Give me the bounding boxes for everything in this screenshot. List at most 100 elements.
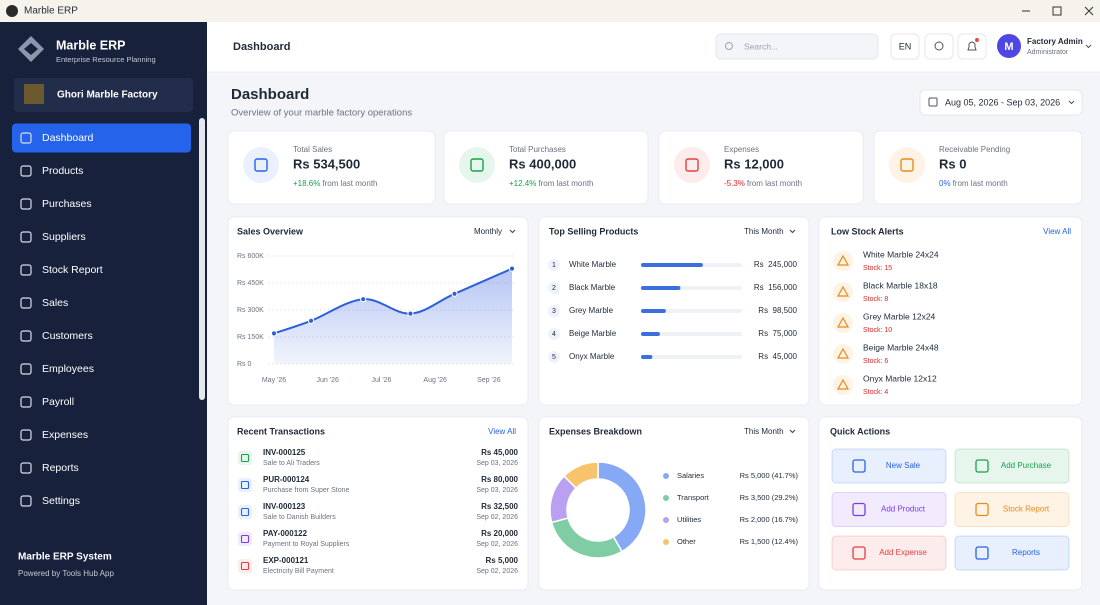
value-label: Rs 2,000 (16.7%): [740, 515, 799, 524]
quick-action-button[interactable]: [831, 535, 947, 571]
language-button[interactable]: [890, 33, 920, 60]
stat-card: [443, 130, 649, 205]
transaction-description: Sale to Ali Traders: [263, 460, 320, 467]
legend-label: Transport: [677, 493, 710, 502]
bell-icon: [967, 41, 977, 51]
transaction-id: PUR-000124: [263, 475, 310, 484]
date-range-picker[interactable]: [919, 89, 1083, 116]
quick-action-icon: [975, 546, 989, 560]
theme-button[interactable]: [924, 33, 954, 60]
quick-action-button[interactable]: [954, 492, 1070, 527]
maximize-button[interactable]: [1052, 6, 1062, 16]
value-label: Rs 5,000 (41.7%): [740, 471, 799, 480]
nav-item[interactable]: Purchases: [42, 198, 92, 210]
stat-icon: [900, 158, 914, 172]
close-button[interactable]: [1084, 6, 1094, 16]
brand-name: Marble ERP: [56, 38, 125, 52]
quick-action-icon: [852, 459, 866, 473]
nav-item[interactable]: Payroll: [42, 396, 74, 408]
period-filter[interactable]: This Month: [744, 427, 784, 436]
period-filter[interactable]: This Month: [744, 227, 784, 236]
stat-label: Total Sales: [293, 145, 332, 154]
product-name: Grey Marble: [569, 306, 614, 315]
item-name: Grey Marble 12x24: [863, 311, 936, 321]
bar: [641, 332, 660, 336]
language-label: EN: [899, 41, 912, 51]
alert-icon-bg: [833, 251, 853, 271]
quick-action-button[interactable]: [954, 448, 1070, 484]
panel-title: Sales Overview: [237, 226, 304, 236]
notification-dot: [975, 38, 979, 42]
avatar[interactable]: [997, 34, 1021, 58]
expenses-panel: [538, 416, 810, 591]
stat-value: Rs 0: [939, 156, 966, 171]
period-filter[interactable]: Monthly: [474, 227, 502, 236]
nav-item[interactable]: Stock Report: [42, 264, 103, 276]
nav-item[interactable]: Expenses: [42, 429, 88, 441]
avatar-initial: M: [1004, 41, 1013, 53]
nav-item[interactable]: Dashboard: [42, 132, 94, 144]
y-tick-label: Rs 300K: [237, 307, 264, 314]
transaction-description: Sale to Danish Builders: [263, 514, 336, 521]
transaction-amount: Rs 20,000: [481, 529, 518, 538]
alert-icon: [836, 378, 850, 390]
nav-item[interactable]: Products: [42, 165, 83, 177]
panel-title: Recent Transactions: [237, 426, 325, 436]
stat-change: -5.3%: [724, 179, 745, 188]
transaction-icon-bg: [238, 559, 252, 573]
quick-action-label: Add Expense: [879, 548, 927, 557]
quick-action-button[interactable]: [831, 492, 947, 527]
item-stock: Stock: 15: [863, 265, 892, 272]
transaction-amount: Rs 5,000: [486, 556, 519, 565]
alert-icon: [836, 347, 850, 359]
stat-value: Rs 12,000: [724, 156, 784, 171]
nav-icon: [20, 165, 32, 177]
x-tick-label: Sep '26: [477, 377, 501, 384]
user-menu-caret[interactable]: [1085, 44, 1092, 49]
nav-item[interactable]: Suppliers: [42, 231, 86, 243]
nav-icon: [20, 495, 32, 507]
nav-item[interactable]: Employees: [42, 363, 94, 375]
calendar-icon: [928, 97, 938, 107]
stat-change: +12.4%: [509, 179, 536, 188]
scrollbar[interactable]: [199, 118, 205, 400]
item-name: White Marble 24x24: [863, 249, 939, 259]
point: [508, 265, 516, 272]
quick-action-button[interactable]: [831, 448, 947, 484]
transaction-amount: Rs 32,500: [481, 502, 518, 511]
area: [274, 268, 512, 364]
transaction-id: EXP-000121: [263, 556, 309, 565]
stat-note: from last month: [747, 179, 802, 188]
quick-action-button[interactable]: [954, 535, 1070, 571]
stat-change: +18.6%: [293, 179, 320, 188]
product-name: Onyx Marble: [569, 352, 615, 361]
notification-button[interactable]: [957, 33, 987, 60]
nav-item[interactable]: Sales: [42, 297, 68, 309]
view-all-link[interactable]: View All: [488, 427, 516, 436]
nav-icon: [20, 396, 32, 408]
transactions-panel: [227, 416, 529, 591]
view-all-link[interactable]: View All: [1043, 227, 1071, 236]
company-box[interactable]: [14, 78, 193, 112]
transaction-date: Sep 03, 2026: [476, 460, 518, 467]
y-tick-label: Rs 0: [237, 361, 252, 368]
nav-icon: [20, 462, 32, 474]
search-box[interactable]: [715, 33, 879, 60]
rank: 2: [552, 285, 556, 292]
subheading: Overview of your marble factory operatio…: [231, 108, 412, 119]
nav-item-active[interactable]: [12, 123, 191, 153]
y-tick-label: Rs 150K: [237, 334, 264, 341]
title-bar: [0, 0, 1100, 22]
nav-item[interactable]: Reports: [42, 462, 79, 474]
window-title: Marble ERP: [24, 6, 78, 17]
stat-value: Rs 400,000: [509, 156, 576, 171]
nav-item[interactable]: Customers: [42, 330, 93, 342]
point: [407, 310, 414, 317]
stat-icon: [685, 158, 699, 172]
nav-item[interactable]: Settings: [42, 495, 80, 507]
stat-label: Total Purchases: [509, 145, 566, 154]
stat-icon-bg: [889, 147, 925, 183]
legend-dot: [663, 495, 669, 501]
transaction-icon: [240, 507, 250, 517]
page-title: Dashboard: [233, 41, 290, 53]
